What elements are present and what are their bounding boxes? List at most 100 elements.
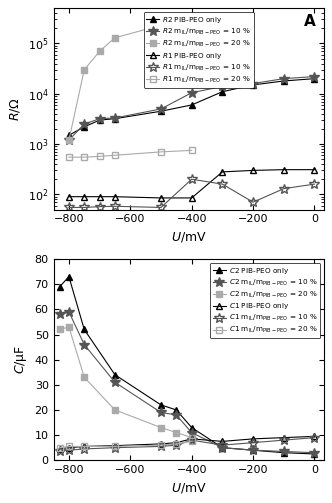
$\it{C2}$ PIB-PEO only: [159, 402, 163, 408]
$\it{C2}$ PIB-PEO only: [58, 284, 62, 290]
$\it{C2}$ m$_{\rm IL}$/m$_{\rm PIB-PEO}$ = 20 %: [67, 324, 71, 330]
$\it{R1}$ m$_{\rm IL}$/m$_{\rm PIB-PEO}$ = 10 %: [190, 176, 194, 182]
$\it{R2}$ m$_{\rm IL}$/m$_{\rm PIB-PEO}$ = 10 %: [282, 75, 286, 81]
$\it{C1}$ m$_{\rm IL}$/m$_{\rm PIB-PEO}$ = 10 %: [159, 444, 163, 450]
$\it{C2}$ PIB-PEO only: [174, 407, 178, 413]
$\it{C1}$ PIB-PEO only: [282, 435, 286, 441]
Line: $\it{R1}$ PIB-PEO only: $\it{R1}$ PIB-PEO only: [65, 166, 318, 201]
$\it{R1}$ m$_{\rm IL}$/m$_{\rm PIB-PEO}$ = 20 %: [190, 147, 194, 153]
$\it{R2}$ PIB-PEO only: [251, 82, 255, 88]
$\it{C2}$ PIB-PEO only: [220, 445, 224, 451]
$\it{R2}$ m$_{\rm IL}$/m$_{\rm PIB-PEO}$ = 10 %: [67, 137, 71, 143]
$\it{R2}$ PIB-PEO only: [113, 116, 117, 122]
$\it{C1}$ PIB-PEO only: [58, 446, 62, 452]
$\it{R1}$ PIB-PEO only: [282, 166, 286, 173]
$\it{C2}$ PIB-PEO only: [312, 451, 316, 457]
Y-axis label: $\it{R}$/Ω: $\it{R}$/Ω: [8, 97, 22, 121]
$\it{C1}$ m$_{\rm IL}$/m$_{\rm PIB-PEO}$ = 10 %: [113, 445, 117, 451]
$\it{R1}$ PIB-PEO only: [312, 166, 316, 173]
$\it{R2}$ PIB-PEO only: [312, 75, 316, 81]
$\it{R2}$ m$_{\rm IL}$/m$_{\rm PIB-PEO}$ = 10 %: [82, 121, 86, 127]
$\it{C2}$ m$_{\rm IL}$/m$_{\rm PIB-PEO}$ = 10 %: [312, 450, 316, 456]
$\it{C1}$ PIB-PEO only: [82, 444, 86, 450]
$\it{R1}$ m$_{\rm IL}$/m$_{\rm PIB-PEO}$ = 10 %: [67, 204, 71, 210]
$\it{C2}$ m$_{\rm IL}$/m$_{\rm PIB-PEO}$ = 10 %: [82, 342, 86, 348]
$\it{C1}$ m$_{\rm IL}$/m$_{\rm PIB-PEO}$ = 20 %: [174, 441, 178, 447]
$\it{R1}$ PIB-PEO only: [98, 194, 102, 200]
$\it{R2}$ m$_{\rm IL}$/m$_{\rm PIB-PEO}$ = 10 %: [312, 73, 316, 79]
Text: B: B: [304, 265, 315, 280]
$\it{C2}$ m$_{\rm IL}$/m$_{\rm PIB-PEO}$ = 20 %: [159, 425, 163, 431]
$\it{C2}$ m$_{\rm IL}$/m$_{\rm PIB-PEO}$ = 10 %: [67, 309, 71, 315]
$\it{R1}$ m$_{\rm IL}$/m$_{\rm PIB-PEO}$ = 20 %: [159, 149, 163, 155]
$\it{R2}$ m$_{\rm IL}$/m$_{\rm PIB-PEO}$ = 10 %: [190, 90, 194, 96]
$\it{R1}$ m$_{\rm IL}$/m$_{\rm PIB-PEO}$ = 10 %: [251, 199, 255, 205]
$\it{R1}$ PIB-PEO only: [220, 169, 224, 175]
Y-axis label: $\it{C}$/µF: $\it{C}$/µF: [13, 345, 29, 374]
$\it{C2}$ m$_{\rm IL}$/m$_{\rm PIB-PEO}$ = 20 %: [174, 430, 178, 436]
Line: $\it{C1}$ m$_{\rm IL}$/m$_{\rm PIB-PEO}$ = 20 %: $\it{C1}$ m$_{\rm IL}$/m$_{\rm PIB-PEO}$…: [56, 438, 195, 451]
$\it{C2}$ m$_{\rm IL}$/m$_{\rm PIB-PEO}$ = 10 %: [190, 430, 194, 436]
$\it{R2}$ PIB-PEO only: [159, 108, 163, 114]
$\it{R2}$ PIB-PEO only: [220, 89, 224, 95]
$\it{R2}$ PIB-PEO only: [282, 78, 286, 84]
$\it{R1}$ m$_{\rm IL}$/m$_{\rm PIB-PEO}$ = 10 %: [282, 186, 286, 192]
$\it{C2}$ PIB-PEO only: [82, 326, 86, 332]
$\it{R2}$ PIB-PEO only: [98, 117, 102, 123]
$\it{C1}$ m$_{\rm IL}$/m$_{\rm PIB-PEO}$ = 20 %: [159, 442, 163, 448]
Line: $\it{R1}$ m$_{\rm IL}$/m$_{\rm PIB-PEO}$ = 20 %: $\it{R1}$ m$_{\rm IL}$/m$_{\rm PIB-PEO}$…: [65, 147, 195, 160]
$\it{R1}$ m$_{\rm IL}$/m$_{\rm PIB-PEO}$ = 10 %: [82, 204, 86, 210]
$\it{R2}$ m$_{\rm IL}$/m$_{\rm PIB-PEO}$ = 20 %: [98, 48, 102, 54]
$\it{C1}$ m$_{\rm IL}$/m$_{\rm PIB-PEO}$ = 10 %: [312, 435, 316, 441]
$\it{R1}$ PIB-PEO only: [113, 194, 117, 200]
$\it{R1}$ m$_{\rm IL}$/m$_{\rm PIB-PEO}$ = 10 %: [312, 181, 316, 187]
$\it{C1}$ PIB-PEO only: [159, 441, 163, 447]
$\it{R2}$ m$_{\rm IL}$/m$_{\rm PIB-PEO}$ = 20 %: [82, 67, 86, 73]
$\it{R1}$ PIB-PEO only: [251, 167, 255, 174]
$\it{C2}$ m$_{\rm IL}$/m$_{\rm PIB-PEO}$ = 10 %: [282, 449, 286, 455]
$\it{R1}$ m$_{\rm IL}$/m$_{\rm PIB-PEO}$ = 20 %: [67, 154, 71, 160]
$\it{C2}$ m$_{\rm IL}$/m$_{\rm PIB-PEO}$ = 10 %: [58, 311, 62, 317]
$\it{C2}$ PIB-PEO only: [190, 425, 194, 431]
$\it{R2}$ PIB-PEO only: [190, 102, 194, 108]
$\it{C1}$ m$_{\rm IL}$/m$_{\rm PIB-PEO}$ = 20 %: [190, 439, 194, 445]
$\it{R2}$ m$_{\rm IL}$/m$_{\rm PIB-PEO}$ = 20 %: [190, 32, 194, 38]
$\it{R2}$ PIB-PEO only: [82, 124, 86, 130]
$\it{C1}$ m$_{\rm IL}$/m$_{\rm PIB-PEO}$ = 20 %: [67, 444, 71, 450]
$\it{C1}$ m$_{\rm IL}$/m$_{\rm PIB-PEO}$ = 10 %: [174, 442, 178, 448]
$\it{C2}$ m$_{\rm IL}$/m$_{\rm PIB-PEO}$ = 10 %: [174, 412, 178, 418]
$\it{C1}$ PIB-PEO only: [174, 440, 178, 446]
$\it{C2}$ m$_{\rm IL}$/m$_{\rm PIB-PEO}$ = 20 %: [113, 407, 117, 413]
Line: $\it{C2}$ m$_{\rm IL}$/m$_{\rm PIB-PEO}$ = 10 %: $\it{C2}$ m$_{\rm IL}$/m$_{\rm PIB-PEO}$…: [55, 307, 319, 458]
$\it{C2}$ m$_{\rm IL}$/m$_{\rm PIB-PEO}$ = 10 %: [251, 447, 255, 453]
$\it{C1}$ m$_{\rm IL}$/m$_{\rm PIB-PEO}$ = 10 %: [58, 449, 62, 455]
$\it{C2}$ PIB-PEO only: [282, 450, 286, 456]
$\it{C2}$ m$_{\rm IL}$/m$_{\rm PIB-PEO}$ = 20 %: [190, 435, 194, 441]
Line: $\it{R2}$ m$_{\rm IL}$/m$_{\rm PIB-PEO}$ = 10 %: $\it{R2}$ m$_{\rm IL}$/m$_{\rm PIB-PEO}$…: [64, 72, 319, 145]
$\it{C1}$ m$_{\rm IL}$/m$_{\rm PIB-PEO}$ = 20 %: [82, 444, 86, 450]
$\it{C1}$ m$_{\rm IL}$/m$_{\rm PIB-PEO}$ = 10 %: [220, 442, 224, 448]
$\it{R1}$ m$_{\rm IL}$/m$_{\rm PIB-PEO}$ = 20 %: [113, 152, 117, 158]
Line: $\it{R2}$ m$_{\rm IL}$/m$_{\rm PIB-PEO}$ = 20 %: $\it{R2}$ m$_{\rm IL}$/m$_{\rm PIB-PEO}$…: [65, 22, 195, 143]
$\it{R1}$ PIB-PEO only: [67, 194, 71, 200]
$\it{C1}$ m$_{\rm IL}$/m$_{\rm PIB-PEO}$ = 20 %: [58, 445, 62, 451]
Line: $\it{C1}$ m$_{\rm IL}$/m$_{\rm PIB-PEO}$ = 10 %: $\it{C1}$ m$_{\rm IL}$/m$_{\rm PIB-PEO}$…: [55, 433, 319, 456]
$\it{C2}$ m$_{\rm IL}$/m$_{\rm PIB-PEO}$ = 10 %: [220, 445, 224, 451]
Line: $\it{C2}$ PIB-PEO only: $\it{C2}$ PIB-PEO only: [56, 273, 318, 457]
X-axis label: $\it{U}$/mV: $\it{U}$/mV: [171, 481, 207, 494]
Line: $\it{R1}$ m$_{\rm IL}$/m$_{\rm PIB-PEO}$ = 10 %: $\it{R1}$ m$_{\rm IL}$/m$_{\rm PIB-PEO}$…: [64, 175, 319, 212]
$\it{R1}$ m$_{\rm IL}$/m$_{\rm PIB-PEO}$ = 20 %: [98, 153, 102, 159]
$\it{R2}$ PIB-PEO only: [67, 132, 71, 138]
$\it{R1}$ m$_{\rm IL}$/m$_{\rm PIB-PEO}$ = 10 %: [113, 203, 117, 209]
$\it{R2}$ m$_{\rm IL}$/m$_{\rm PIB-PEO}$ = 10 %: [251, 80, 255, 87]
$\it{R1}$ PIB-PEO only: [159, 195, 163, 201]
$\it{C2}$ m$_{\rm IL}$/m$_{\rm PIB-PEO}$ = 10 %: [113, 379, 117, 385]
Text: A: A: [304, 15, 315, 29]
$\it{R2}$ m$_{\rm IL}$/m$_{\rm PIB-PEO}$ = 20 %: [159, 22, 163, 28]
$\it{C2}$ PIB-PEO only: [113, 372, 117, 378]
$\it{R1}$ m$_{\rm IL}$/m$_{\rm PIB-PEO}$ = 20 %: [82, 154, 86, 160]
$\it{R1}$ PIB-PEO only: [190, 195, 194, 201]
$\it{C1}$ PIB-PEO only: [312, 434, 316, 440]
$\it{R2}$ m$_{\rm IL}$/m$_{\rm PIB-PEO}$ = 10 %: [98, 116, 102, 122]
$\it{C2}$ PIB-PEO only: [67, 274, 71, 280]
